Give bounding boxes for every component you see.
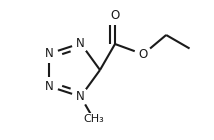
Text: N: N <box>76 37 85 50</box>
Text: N: N <box>76 90 85 103</box>
Text: CH₃: CH₃ <box>83 114 104 124</box>
Text: N: N <box>45 80 54 93</box>
Text: O: O <box>110 9 120 22</box>
Text: N: N <box>45 47 54 60</box>
Text: O: O <box>139 48 148 61</box>
